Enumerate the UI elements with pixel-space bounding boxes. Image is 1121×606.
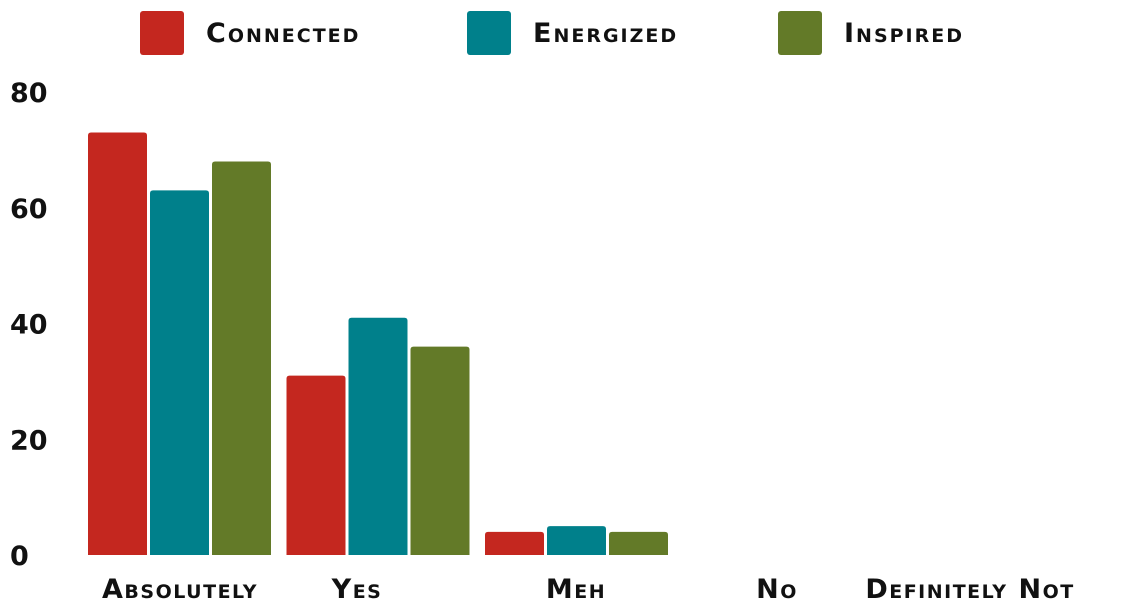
y-tick-label: 60 xyxy=(10,194,48,225)
y-tick-label: 20 xyxy=(10,425,48,456)
bar-energized-absolutely xyxy=(150,190,209,555)
legend-item-energized: Energized xyxy=(467,8,678,58)
bar-energized-yes xyxy=(348,317,408,555)
y-tick-label: 0 xyxy=(10,541,29,572)
legend-label-inspired: Inspired xyxy=(844,17,965,49)
x-category-label: No xyxy=(756,574,798,605)
legend-swatch-inspired xyxy=(778,11,822,55)
bar-connected-absolutely xyxy=(88,132,147,555)
bar-energized-meh xyxy=(547,526,606,555)
bar-inspired-absolutely xyxy=(212,161,271,555)
bar-inspired-yes xyxy=(410,346,470,555)
bar-inspired-meh xyxy=(609,531,668,555)
x-category-label: Absolutely xyxy=(102,574,258,605)
bar-connected-yes xyxy=(286,375,346,555)
x-category-label: Meh xyxy=(546,574,606,605)
bar-connected-meh xyxy=(485,531,544,555)
y-tick-label: 80 xyxy=(10,78,48,109)
legend-item-inspired: Inspired xyxy=(778,8,964,58)
y-tick-label: 40 xyxy=(10,310,48,341)
legend-item-connected: Connected xyxy=(140,8,360,58)
x-category-label: Yes xyxy=(331,574,383,605)
legend-swatch-energized xyxy=(467,11,511,55)
legend-label-energized: Energized xyxy=(533,17,679,49)
legend-label-connected: Connected xyxy=(206,17,361,49)
x-category-label: Definitely Not xyxy=(865,574,1074,605)
legend-swatch-connected xyxy=(140,11,184,55)
chart-legend: Connected Energized Inspired xyxy=(0,8,1121,58)
